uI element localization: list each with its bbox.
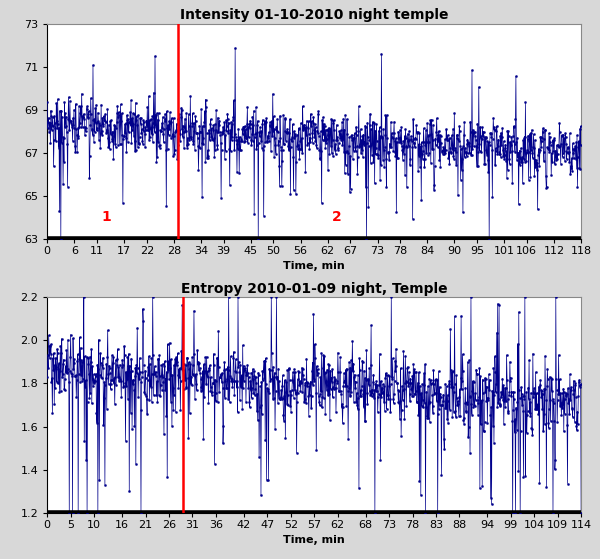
Title: Intensity 01-10-2010 night temple: Intensity 01-10-2010 night temple: [180, 8, 448, 22]
Text: 1: 1: [101, 210, 111, 224]
X-axis label: Time, min: Time, min: [283, 261, 345, 271]
X-axis label: Time, min: Time, min: [283, 535, 345, 545]
Text: 2: 2: [332, 210, 342, 224]
Title: Entropy 2010-01-09 night, Temple: Entropy 2010-01-09 night, Temple: [181, 282, 448, 296]
